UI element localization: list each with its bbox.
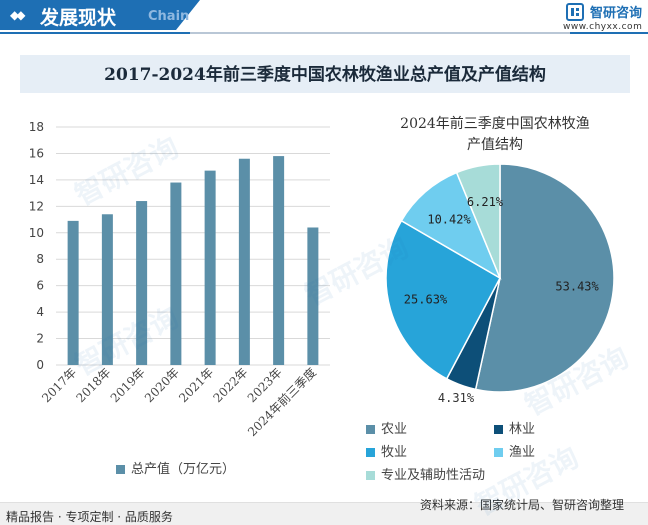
bar [136, 201, 148, 365]
y-tick-label: 4 [36, 305, 44, 319]
pie-legend-label: 牧业 [381, 445, 408, 460]
pie-legend-item: 渔业 [494, 441, 535, 460]
section-subtitle: Chain [148, 9, 190, 24]
pie-title-line-1: 2024年前三季度中国农林牧渔 [400, 116, 590, 132]
pie-legend-item: 林业 [494, 418, 535, 437]
x-tick-label: 2017年 [39, 365, 79, 405]
bar [204, 170, 216, 365]
bar [307, 227, 319, 365]
x-tick-label: 2021年 [176, 365, 216, 405]
y-tick-label: 14 [29, 173, 44, 187]
pie-slice [385, 219, 501, 380]
x-tick-label: 2019年 [108, 365, 148, 405]
footer-bar [0, 502, 648, 525]
y-tick-label: 16 [29, 146, 44, 160]
pie-legend-label: 渔业 [509, 445, 536, 460]
pie-legend-swatch [366, 425, 375, 434]
y-tick-label: 8 [36, 252, 44, 266]
pie-chart: 53.43% 4.31% 25.63% 10.42% 6.21% [385, 163, 615, 405]
y-tick-label: 0 [36, 358, 44, 372]
pie-legend-item: 农业 [366, 418, 407, 437]
pie-legend-label: 农业 [381, 422, 408, 437]
bar-legend-swatch [116, 465, 125, 474]
bar-chart: 0 2 4 6 8 10 12 14 16 18 2017年2018年2019年2020年2021年… [29, 120, 330, 439]
source-note: 资料来源：国家统计局、智研咨询整理 [420, 498, 625, 512]
section-title-banner [0, 0, 200, 30]
y-tick-label: 6 [36, 279, 44, 293]
bar-legend-label: 总产值（万亿元） [131, 462, 236, 477]
bar [170, 182, 182, 365]
brand-name: 智研咨询 [590, 6, 643, 21]
section-title: 发展现状 [40, 7, 117, 29]
bar-legend: 总产值（万亿元） [116, 458, 235, 477]
brand-url: www.chyxx.com [563, 22, 643, 32]
chart-title: 2017-2024年前三季度中国农林牧渔业总产值及产值结构 [104, 65, 546, 85]
y-tick-label: 12 [29, 199, 44, 213]
pie-legend-swatch [494, 425, 503, 434]
header-divider-grey [190, 32, 570, 34]
x-tick-label: 2022年 [211, 365, 251, 405]
bar [238, 158, 250, 365]
pie-slice [400, 171, 502, 280]
pie-legend-label: 林业 [509, 422, 536, 437]
bar [273, 156, 285, 365]
pie-legend-item: 专业及辅助性活动 [366, 464, 485, 483]
diamond-icon: ◆◆ [10, 8, 26, 22]
pie-legend-label: 专业及辅助性活动 [381, 468, 486, 483]
pie-data-label: 10.42% [427, 213, 471, 227]
pie-slice [455, 163, 501, 279]
y-tick-label: 2 [36, 332, 44, 346]
y-tick-label: 18 [29, 120, 44, 134]
brand-logo-icon [566, 3, 584, 21]
pie-title: 2024年前三季度中国农林牧渔 产值结构 [360, 114, 630, 156]
pie-data-label: 53.43% [555, 279, 599, 293]
pie-legend-swatch [366, 448, 375, 457]
pie-legend-item: 牧业 [366, 441, 407, 460]
y-tick-label: 10 [29, 226, 44, 240]
x-tick-label: 2018年 [74, 365, 114, 405]
pie-data-label: 6.21% [467, 195, 504, 209]
pie-title-line-2: 产值结构 [467, 137, 523, 153]
header-bar: ◆◆ 发展现状 Chain 智研咨询 www.chyxx.com [0, 0, 648, 36]
bar [101, 214, 113, 365]
chart-title-band [20, 55, 630, 93]
footer-tagline: 精品报告 · 专项定制 · 品质服务 [6, 510, 173, 524]
pie-data-label: 4.31% [438, 391, 475, 405]
bar [67, 220, 79, 365]
pie-data-label: 25.63% [404, 292, 448, 306]
pie-legend-swatch [366, 471, 375, 480]
x-tick-label: 2020年 [142, 365, 182, 405]
pie-legend-swatch [494, 448, 503, 457]
pie-slice [474, 163, 615, 393]
